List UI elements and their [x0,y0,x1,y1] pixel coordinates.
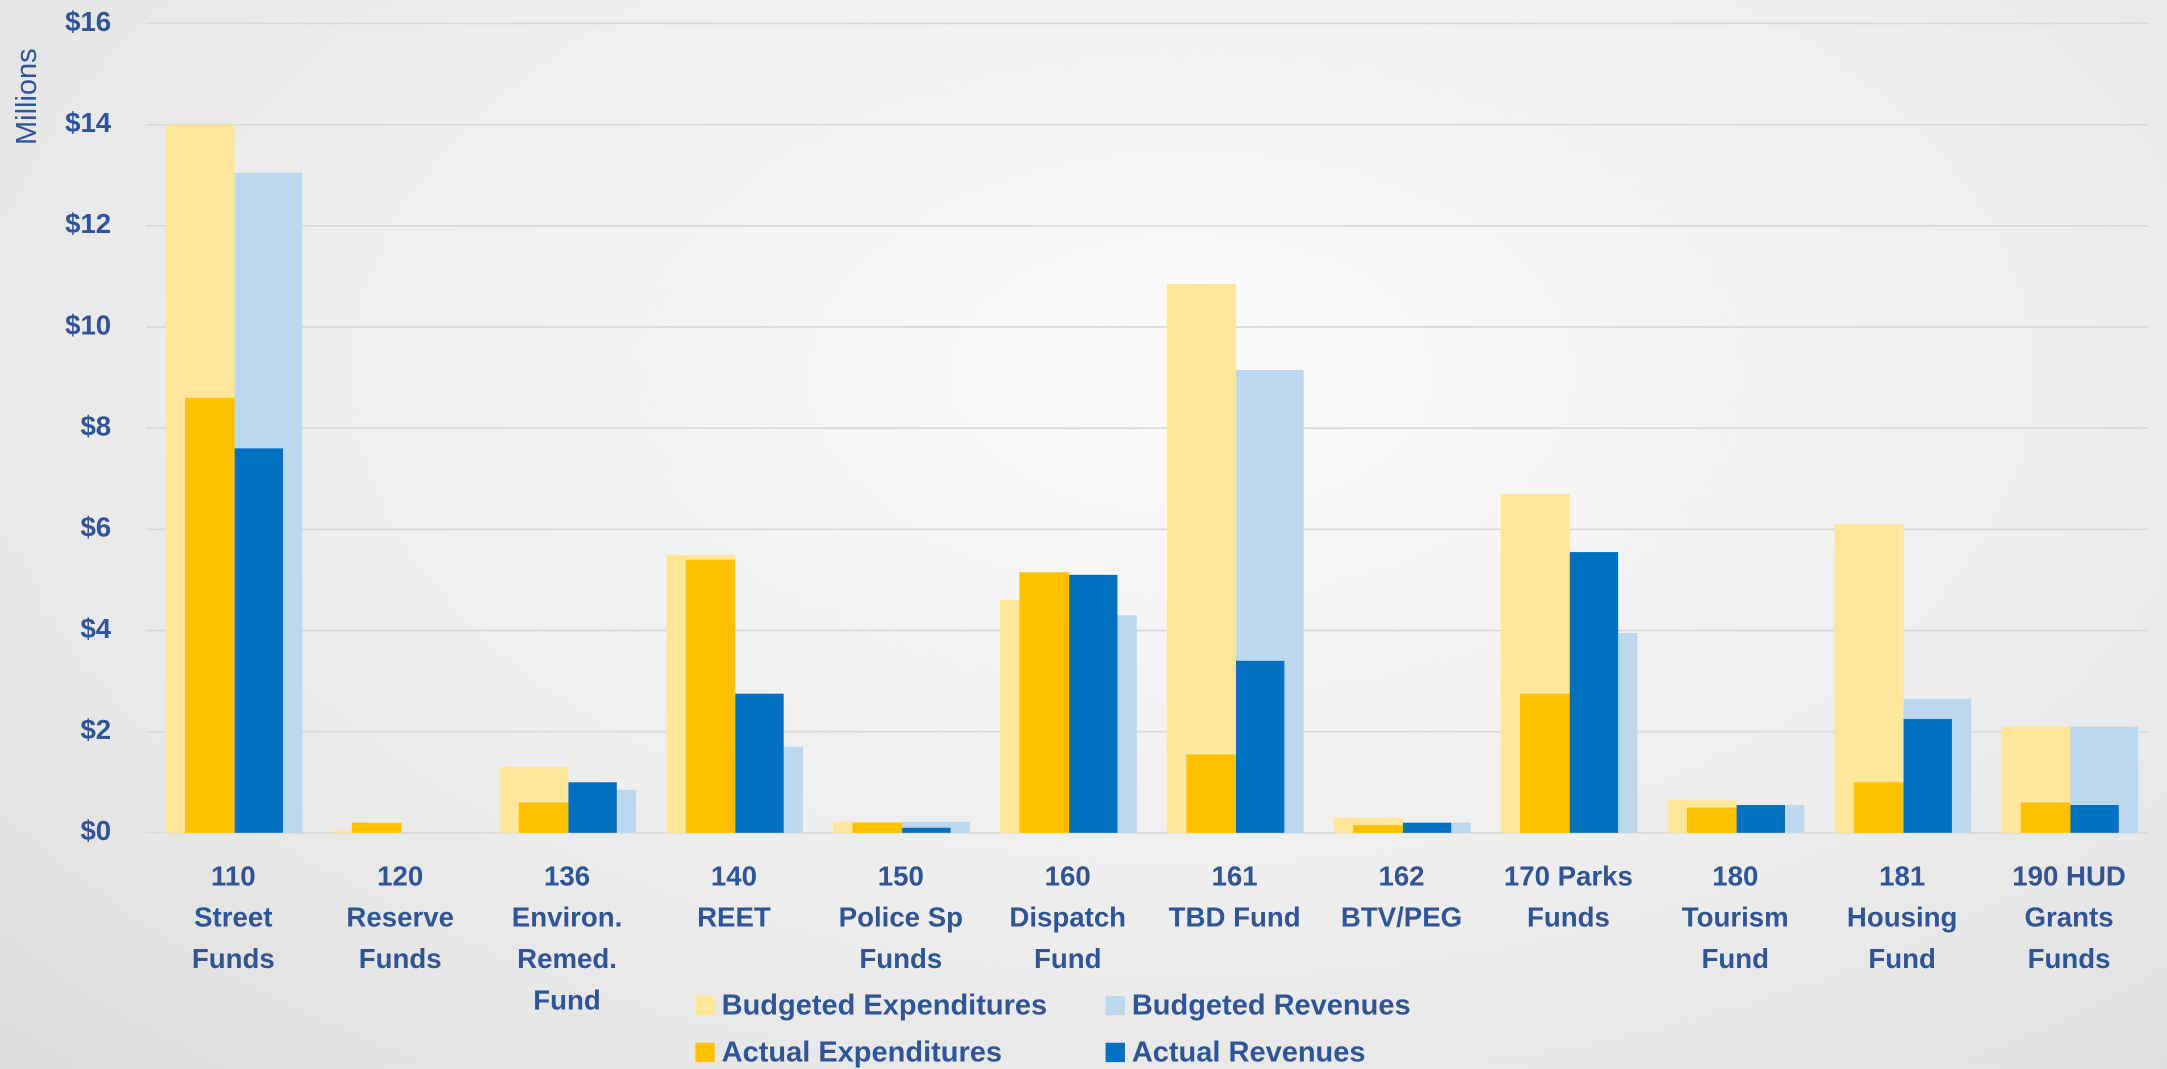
bar [1736,805,1786,833]
x-tick-label-box: 181 Housing Fund [1846,861,1958,976]
y-tick-label: $12 [65,208,111,239]
bar [1353,825,1403,833]
bar [2020,802,2071,833]
y-tick-label: $10 [65,309,111,340]
y-tick-label: $2 [80,714,111,745]
bar [1069,574,1118,833]
y-axis-label: Millions [11,48,43,145]
x-tick-label: 180 Tourism Fund [1681,861,1789,976]
bar [1853,782,1904,833]
y-tick-label: $16 [65,6,111,37]
x-tick-label: 160 Dispatch Fund [1009,861,1127,976]
legend-label: Budgeted Revenues [1132,990,1411,1022]
bar [351,822,402,833]
x-tick-label: 140 REET [697,861,771,934]
legend-swatch [695,995,715,1016]
legend-label: Actual Revenues [1132,1036,1366,1068]
bar [1520,693,1570,833]
legend-swatch [695,1042,715,1063]
bar [1186,754,1237,833]
bar [1569,552,1619,833]
x-tick-label: 161 TBD Fund [1168,861,1301,934]
x-tick-label: 136 Environ. Remed. Fund [511,861,623,1017]
y-tick-label: $14 [65,107,112,138]
grid [145,22,2149,834]
x-tick-label: 150 Police Sp Funds [838,861,964,976]
bar [234,448,284,833]
bar [518,802,569,833]
x-tick-label-box: 170 Parks Funds [1503,861,1633,934]
legend-swatch [1105,995,1125,1016]
x-tick-label: 170 Parks Funds [1503,861,1633,934]
x-tick-label-box: 150 Police Sp Funds [838,861,964,976]
bar [568,782,617,833]
x-tick-label: 162 BTV/PEG [1340,861,1463,934]
bar [735,693,784,833]
x-tick-label-box: 136 Environ. Remed. Fund [511,861,623,1017]
bar [852,822,903,833]
bar [685,559,736,833]
x-tick-label-box: 180 Tourism Fund [1681,861,1789,976]
x-tick-label-box: 160 Dispatch Fund [1009,861,1127,976]
x-tick-label-box: 140 REET [697,861,771,934]
x-tick-label-box: 162 BTV/PEG [1340,861,1463,934]
legend-label: Actual Expenditures [722,1036,1002,1068]
y-tick-label: $8 [80,410,111,441]
x-tick-label: 190 HUD Grants Funds [2012,861,2126,976]
x-tick-label: 120 Reserve Funds [346,861,454,976]
bar [902,827,951,833]
bar [184,397,235,833]
legend-swatch [1105,1042,1125,1063]
bar [1834,524,1904,833]
x-tick-label: 110 Street Funds [191,861,275,976]
bar [1236,660,1285,833]
y-tick-label: $6 [80,512,111,543]
bar [1686,807,1737,833]
bar [1402,822,1452,833]
x-tick-label-box: 190 HUD Grants Funds [2012,861,2126,976]
bar [902,821,970,833]
x-tick-label: 181 Housing Fund [1846,861,1958,976]
bar [2070,805,2119,833]
x-tick-label-box: 110 Street Funds [191,861,275,976]
bar [1019,572,1070,833]
bar [1903,719,1952,833]
y-tick-label: $0 [80,815,111,846]
bar [1166,283,1237,833]
legend-label: Budgeted Expenditures [722,990,1047,1022]
x-tick-label-box: 161 TBD Fund [1168,861,1301,934]
y-tick-label: $4 [80,613,111,644]
x-tick-label-box: 120 Reserve Funds [346,861,454,976]
